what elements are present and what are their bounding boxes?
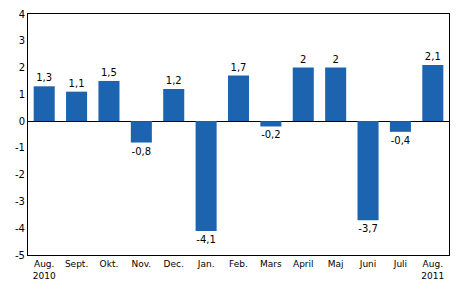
svg-text:1: 1 bbox=[19, 89, 25, 100]
svg-text:Sept.: Sept. bbox=[65, 259, 88, 269]
svg-text:1,2: 1,2 bbox=[166, 75, 182, 86]
svg-text:-4: -4 bbox=[15, 223, 25, 234]
svg-text:4: 4 bbox=[19, 9, 25, 20]
svg-text:-2: -2 bbox=[15, 169, 25, 180]
svg-text:-1: -1 bbox=[15, 142, 25, 153]
svg-text:-0,8: -0,8 bbox=[132, 146, 152, 157]
svg-text:1,5: 1,5 bbox=[101, 67, 117, 78]
svg-text:Jan.: Jan. bbox=[197, 259, 215, 269]
svg-text:Juli: Juli bbox=[393, 259, 407, 269]
svg-text:1,1: 1,1 bbox=[69, 78, 85, 89]
svg-text:1,3: 1,3 bbox=[36, 72, 52, 83]
svg-text:-0,2: -0,2 bbox=[261, 129, 281, 140]
svg-text:-3,7: -3,7 bbox=[358, 223, 378, 234]
svg-text:Juni: Juni bbox=[359, 259, 377, 269]
svg-text:0: 0 bbox=[19, 116, 25, 127]
svg-text:Mars: Mars bbox=[260, 259, 282, 269]
svg-text:Okt.: Okt. bbox=[100, 259, 119, 269]
svg-text:1,7: 1,7 bbox=[231, 62, 247, 73]
svg-text:2: 2 bbox=[300, 54, 306, 65]
svg-text:-3: -3 bbox=[15, 196, 25, 207]
svg-text:Dec.: Dec. bbox=[164, 259, 184, 269]
svg-text:-5: -5 bbox=[15, 250, 25, 261]
svg-text:April: April bbox=[293, 259, 314, 269]
svg-text:2: 2 bbox=[19, 62, 25, 73]
svg-text:-4,1: -4,1 bbox=[196, 234, 216, 245]
svg-text:Feb.: Feb. bbox=[229, 259, 248, 269]
svg-text:3: 3 bbox=[19, 35, 25, 46]
svg-text:2,1: 2,1 bbox=[425, 51, 441, 62]
svg-text:2: 2 bbox=[332, 54, 338, 65]
svg-text:Aug.2010: Aug.2010 bbox=[33, 259, 56, 281]
svg-text:Aug.2011: Aug.2011 bbox=[421, 259, 444, 281]
svg-text:Nov.: Nov. bbox=[131, 259, 151, 269]
svg-text:Maj: Maj bbox=[328, 259, 344, 269]
svg-text:-0,4: -0,4 bbox=[391, 135, 411, 146]
